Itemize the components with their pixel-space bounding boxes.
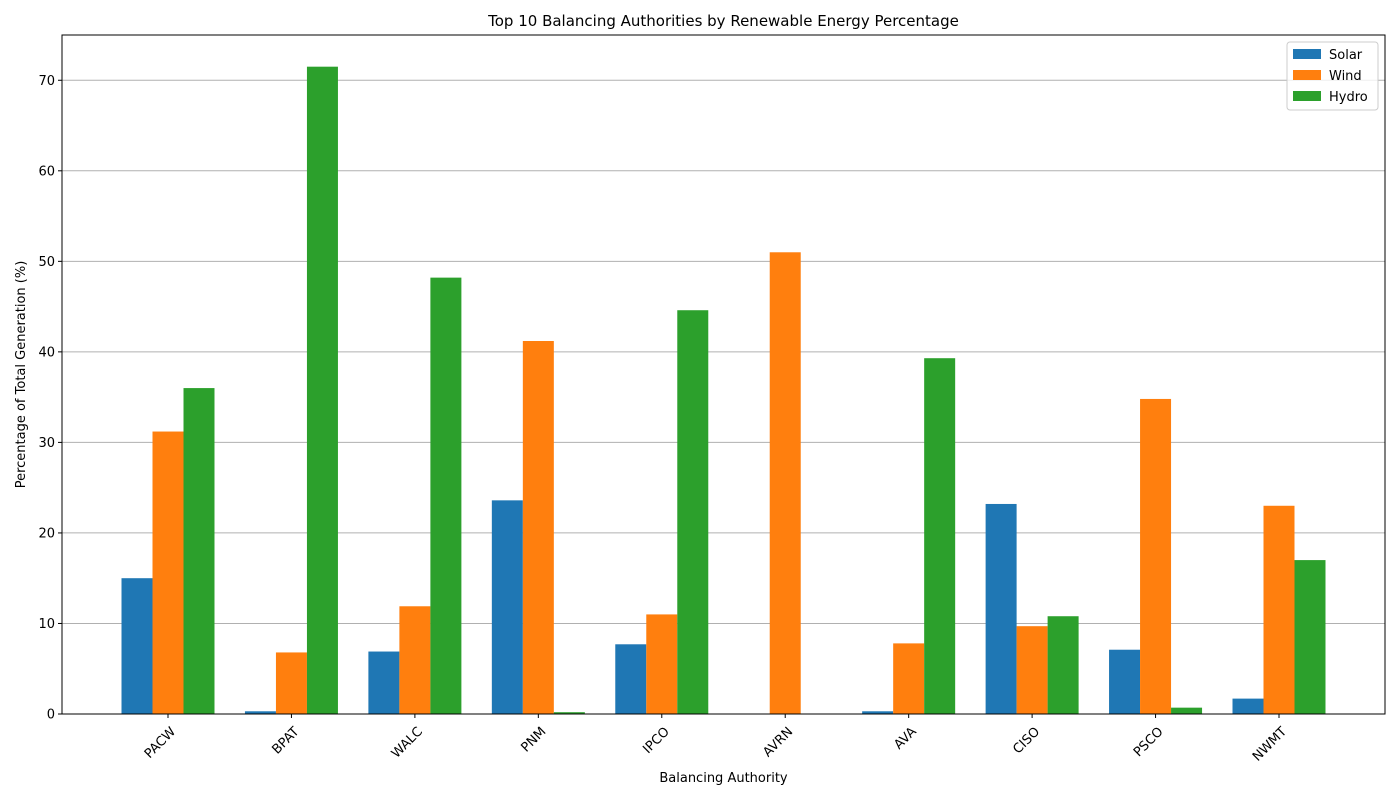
bar-solar [985, 503, 1017, 714]
bar-solar [244, 711, 276, 714]
y-tick-label: 20 [38, 526, 55, 541]
x-tick-label: NWMT [1250, 724, 1290, 764]
chart-title: Top 10 Balancing Authorities by Renewabl… [487, 12, 959, 30]
bar-hydro [306, 66, 338, 715]
bar-solar [1232, 698, 1264, 714]
bar-wind [1016, 626, 1048, 714]
legend-swatch-solar [1293, 49, 1321, 59]
y-tick-label: 60 [38, 164, 55, 179]
x-tick-label: PNM [518, 724, 549, 755]
y-tick-label: 10 [38, 617, 55, 632]
bar-hydro [1171, 707, 1203, 714]
legend-swatch-wind [1293, 70, 1321, 80]
bar-wind [769, 252, 801, 714]
legend-label-solar: Solar [1329, 48, 1363, 63]
legend-label-hydro: Hydro [1329, 90, 1368, 105]
x-tick-label: PACW [142, 724, 179, 761]
x-tick-label: AVA [891, 724, 919, 752]
bar-wind [522, 341, 554, 714]
legend-swatch-hydro [1293, 91, 1321, 101]
bar-wind [893, 643, 925, 714]
y-axis: 0 10 20 30 40 50 60 70 [38, 74, 62, 723]
bar-hydro [430, 277, 462, 714]
bar-wind [1140, 398, 1172, 714]
bar-hydro [1047, 616, 1079, 714]
bar-wind [152, 431, 184, 714]
y-tick-label: 0 [47, 708, 55, 723]
y-gridlines [62, 79, 1385, 715]
x-tick-label: IPCO [640, 724, 673, 757]
bar-hydro [1294, 560, 1326, 714]
bar-wind [399, 606, 431, 714]
bar-hydro [553, 712, 585, 714]
x-axis-label: Balancing Authority [659, 771, 788, 786]
y-tick-label: 70 [38, 74, 55, 89]
bar-solar [615, 644, 647, 714]
bar-hydro [183, 388, 215, 714]
y-tick-label: 50 [38, 255, 55, 270]
y-axis-label: Percentage of Total Generation (%) [14, 261, 29, 489]
bar-hydro [924, 358, 956, 714]
bar-solar [368, 651, 400, 714]
y-tick-label: 40 [38, 345, 55, 360]
x-axis: PACW BPAT WALC PNM IPCO AVRN AVA CISO PSCO NWMT [142, 714, 1290, 765]
legend-label-wind: Wind [1329, 69, 1362, 84]
bar-wind [1263, 505, 1295, 714]
bar-hydro [677, 310, 709, 714]
bar-solar [491, 500, 523, 714]
legend: Solar Wind Hydro [1286, 41, 1379, 111]
bar-wind [646, 614, 678, 714]
bar-solar [121, 578, 153, 714]
x-tick-label: AVRN [760, 724, 796, 760]
x-tick-label: PSCO [1131, 724, 1167, 760]
plot-frame [61, 34, 1386, 715]
bars [121, 66, 1326, 715]
y-tick-label: 30 [38, 436, 55, 451]
bar-solar [862, 711, 894, 714]
bar-solar [1109, 649, 1141, 714]
x-tick-label: CISO [1010, 724, 1043, 757]
x-tick-label: WALC [389, 724, 426, 761]
x-tick-label: BPAT [269, 724, 302, 757]
bar-wind [275, 652, 307, 714]
